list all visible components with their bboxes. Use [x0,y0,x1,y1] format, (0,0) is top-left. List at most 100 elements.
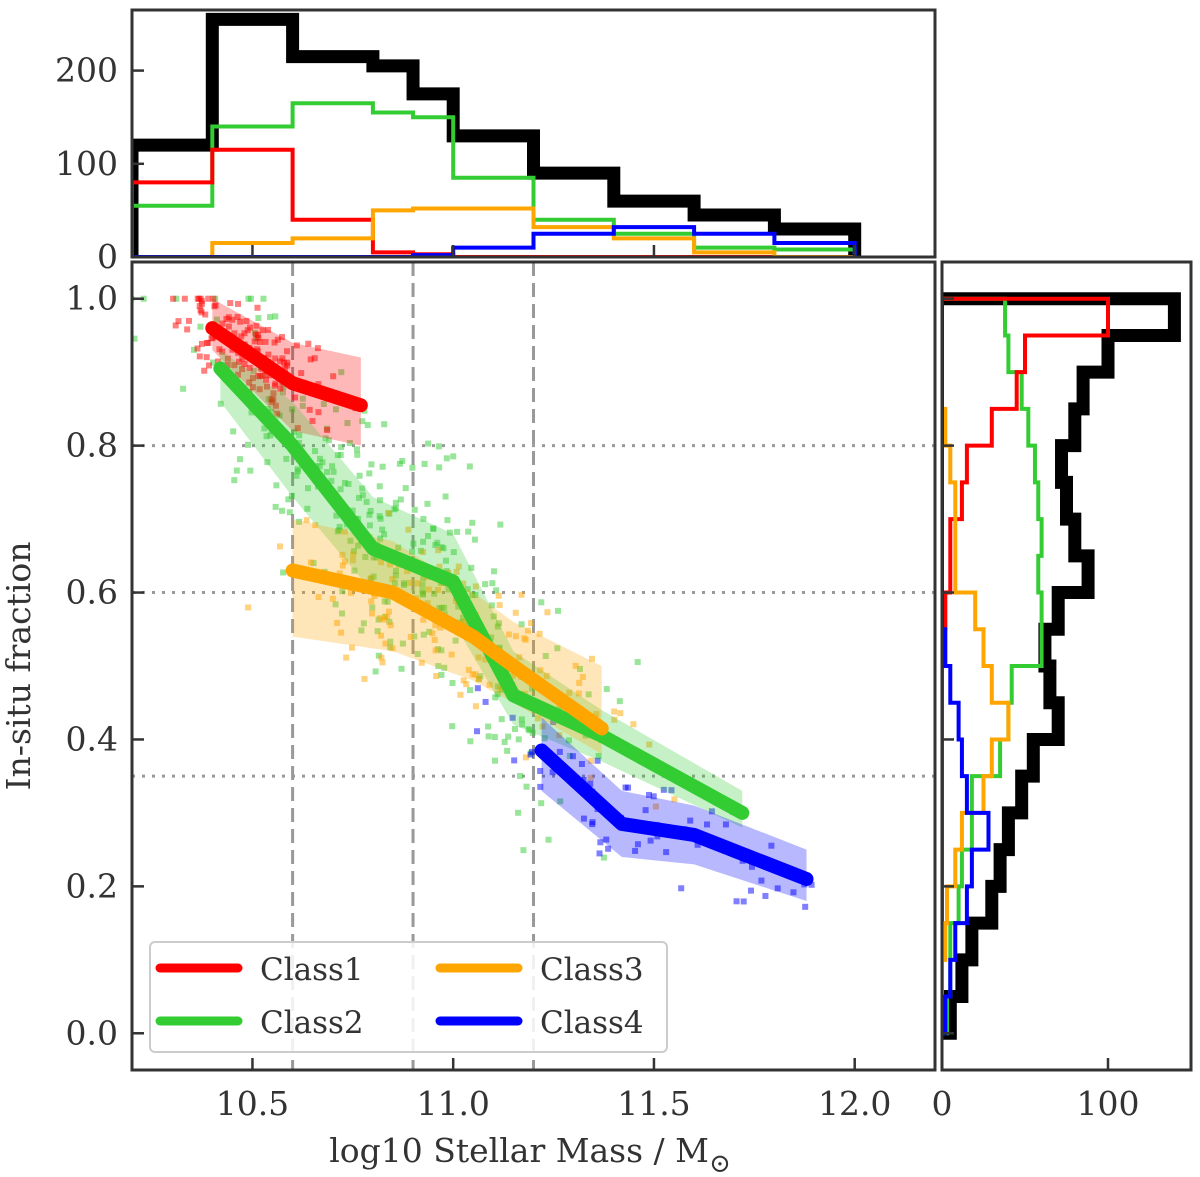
scatter-point-class4 [569,753,576,760]
right-hist-class4 [942,298,991,1036]
scatter-point-class2 [173,295,180,302]
scatter-point-class2 [519,721,526,728]
scatter-point-class3 [368,598,375,605]
scatter-point-class2 [364,421,371,428]
scatter-point-class2 [444,517,451,524]
scatter-point-class4 [605,845,612,852]
scatter-point-class2 [316,455,323,462]
scatter-point-class2 [529,729,536,736]
scatter-point-class3 [329,595,336,602]
scatter-point-class2 [384,598,391,605]
scatter-point-class1 [272,380,279,387]
scatter-point-class2 [245,295,252,302]
legend-box [149,941,668,1053]
scatter-point-class1 [281,359,288,366]
scatter-point-class3 [482,656,489,663]
scatter-point-class2 [420,575,427,582]
scatter-point-class2 [438,544,445,551]
scatter-point-class1 [194,345,201,352]
scatter-point-class1 [254,304,261,311]
scatter-point-class4 [663,849,670,856]
scatter-point-class2 [296,518,303,525]
scatter-point-class4 [578,760,585,767]
scatter-point-class1 [198,340,205,347]
right-x-tick-label-100: 100 [1077,1084,1140,1123]
scatter-point-class2 [267,432,274,439]
scatter-point-class2 [441,604,448,611]
scatter-point-class2 [345,480,352,487]
scatter-point-class2 [368,461,375,468]
scatter-point-class3 [472,671,479,678]
scatter-point-class2 [289,406,296,413]
scatter-point-class2 [449,723,456,730]
scatter-point-class4 [537,767,544,774]
scatter-point-class1 [243,318,250,325]
scatter-point-class3 [505,631,512,638]
scatter-point-class3 [465,666,472,673]
scatter-point-class1 [292,394,299,401]
scatter-point-class2 [272,503,279,510]
scatter-point-class3 [461,618,468,625]
scatter-point-class2 [248,409,255,416]
scatter-point-class1 [259,327,266,334]
scatter-point-class3 [457,691,464,698]
scatter-point-class3 [463,681,470,688]
scatter-point-class3 [436,563,443,570]
scatter-point-class2 [280,569,287,576]
scatter-point-class1 [277,385,284,392]
scatter-point-class2 [250,367,257,374]
scatter-point-class1 [224,361,231,368]
right-histogram-steps [942,292,1181,1040]
top-hist-class4 [132,225,857,257]
scatter-point-class1 [237,318,244,325]
scatter-point-class3 [349,644,356,651]
scatter-point-class1 [246,379,253,386]
scatter-point-class1 [208,335,215,342]
top-histogram-frame [130,8,937,259]
scatter-point-class1 [198,297,205,304]
scatter-point-class2 [410,540,417,547]
scatter-point-class2 [268,409,275,416]
scatter-point-class1 [231,362,238,369]
scatter-point-class4 [528,748,535,755]
scatter-point-class2 [464,622,471,629]
scatter-point-class4 [768,842,775,849]
scatter-point-class2 [325,437,332,444]
scatter-point-class3 [339,551,346,558]
scatter-point-class1 [172,322,179,329]
scatter-point-class2 [320,400,327,407]
scatter-point-class2 [339,610,346,617]
scatter-point-class2 [414,650,421,657]
scatter-point-class2 [452,637,459,644]
scatter-point-class1 [279,355,286,362]
scatter-point-class2 [244,441,251,448]
scatter-point-class3 [382,640,389,647]
scatter-point-class2 [538,599,545,606]
scatter-point-class2 [294,466,301,473]
scatter-point-class2 [197,323,204,330]
scatter-point-class1 [257,373,264,380]
scatter-point-class2 [132,335,138,342]
scatter-point-class1 [263,383,270,390]
scatter-point-class2 [438,671,445,678]
scatter-point-class1 [239,355,246,362]
scatter-point-class2 [376,497,383,504]
scatter-point-class2 [411,633,418,640]
x-axis-label-sun-symbol: ⊙ [709,1149,731,1177]
scatter-point-class2 [338,369,345,376]
x-tick-label-10-5: 10.5 [216,1084,289,1123]
scatter-point-class2 [316,463,323,470]
scatter-point-class4 [694,841,701,848]
scatter-point-class4 [678,885,685,892]
scatter-point-class1 [205,295,212,302]
scatter-point-class2 [491,568,498,575]
scatter-point-class4 [594,757,601,764]
scatter-point-class2 [504,747,511,754]
x-tick-label-12: 12.0 [818,1084,891,1123]
scatter-point-class3 [312,522,319,529]
top-histogram-steps [132,12,862,257]
scatter-point-class3 [407,579,414,586]
scatter-point-class3 [339,562,346,569]
scatter-point-class4 [668,787,675,794]
scatter-point-class2 [595,752,602,759]
